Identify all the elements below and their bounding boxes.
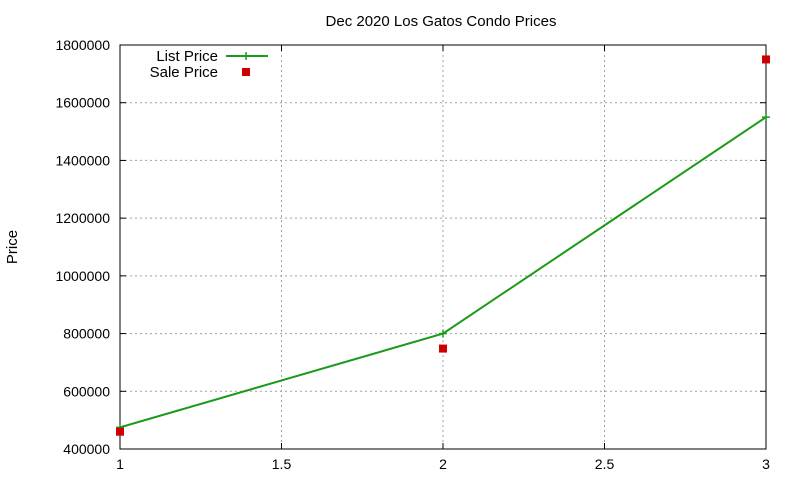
plus-marker	[242, 52, 250, 60]
series-sale-price	[116, 55, 770, 436]
x-tick-label: 3	[762, 456, 770, 472]
y-axis-label: Price	[4, 230, 21, 264]
y-tick-label: 800000	[63, 326, 110, 342]
legend-label: Sale Price	[150, 64, 218, 81]
axis-ticks: 400000 600000 800000 1000000 1200000 1400000 1…	[55, 37, 770, 472]
y-tick-label: 1600000	[55, 95, 110, 111]
y-tick-label: 1800000	[55, 37, 110, 53]
data-point-sale-price	[762, 55, 770, 64]
x-tick-label: 1	[116, 456, 124, 472]
square-marker	[762, 55, 770, 64]
y-tick-label: 400000	[63, 441, 110, 457]
grid	[120, 45, 766, 449]
chart-title: Dec 2020 Los Gatos Condo Prices	[326, 13, 557, 30]
data-point-sale-price	[439, 344, 447, 353]
y-tick-label: 1000000	[55, 268, 110, 284]
x-tick-label: 2.5	[595, 456, 615, 472]
data-point-list-price	[762, 113, 770, 122]
square-marker	[242, 68, 250, 76]
series	[116, 55, 770, 436]
data-point-list-price	[439, 329, 447, 338]
square-marker	[439, 344, 447, 353]
x-tick-label: 1.5	[272, 456, 292, 472]
x-tick-label: 2	[439, 456, 447, 472]
y-tick-label: 1400000	[55, 152, 110, 168]
legend-item-sale-price: Sale Price	[150, 64, 250, 81]
y-tick-label: 600000	[63, 383, 110, 399]
square-marker	[116, 427, 124, 436]
legend-label: List Price	[156, 48, 218, 65]
plus-marker	[439, 329, 447, 338]
plot-frame	[119, 44, 767, 450]
plus-marker	[762, 113, 770, 122]
y-tick-label: 1200000	[55, 210, 110, 226]
legend-item-list-price: List Price	[156, 48, 268, 65]
data-point-sale-price	[116, 427, 124, 436]
